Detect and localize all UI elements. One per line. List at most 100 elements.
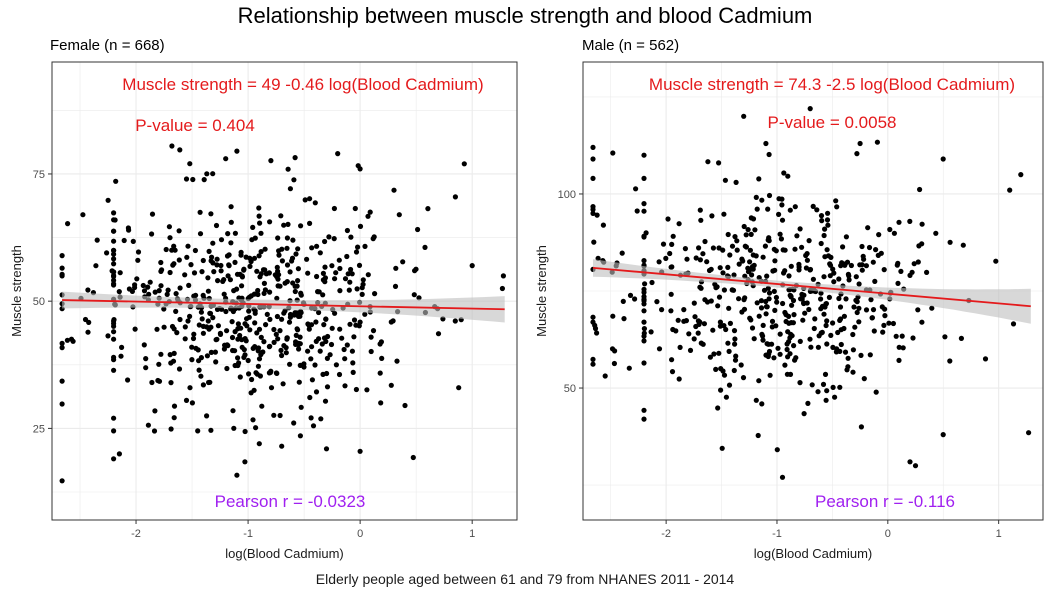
data-point (732, 357, 739, 363)
data-point (717, 319, 724, 325)
data-point (283, 350, 289, 356)
data-point (797, 338, 803, 344)
data-point (198, 373, 204, 379)
data-point (213, 359, 219, 365)
data-point (745, 265, 751, 271)
data-point (184, 254, 190, 260)
data-point (641, 416, 647, 422)
data-point (158, 259, 164, 266)
data-point (836, 295, 842, 302)
data-point (254, 330, 260, 336)
data-point (309, 344, 315, 350)
data-point (210, 260, 216, 266)
data-point (828, 332, 834, 338)
data-point (669, 357, 675, 363)
data-point (890, 320, 897, 327)
data-point (764, 304, 770, 310)
data-point (779, 202, 785, 208)
data-point (851, 304, 857, 310)
data-point (206, 248, 212, 254)
data-point (822, 226, 828, 232)
data-point (684, 256, 690, 262)
data-point (696, 245, 702, 251)
data-point (236, 360, 242, 366)
data-point (837, 304, 844, 310)
data-point (59, 253, 65, 259)
data-point (256, 253, 262, 259)
y-tick-label: 50 (564, 383, 576, 395)
data-point (815, 344, 822, 350)
data-point (253, 425, 259, 431)
data-point (329, 263, 335, 269)
data-point (213, 222, 220, 229)
data-point (907, 218, 913, 224)
data-point (111, 320, 117, 327)
data-point (799, 244, 805, 250)
data-point (290, 280, 296, 286)
data-point (641, 338, 647, 344)
data-point (958, 335, 965, 341)
data-point (821, 274, 827, 280)
data-point (452, 318, 458, 324)
data-point (919, 319, 925, 325)
data-point (276, 248, 282, 254)
data-point (641, 407, 647, 413)
data-point (111, 273, 117, 280)
data-point (154, 326, 160, 332)
data-point (143, 365, 149, 371)
data-point (713, 285, 719, 291)
data-point (168, 360, 174, 366)
data-point (720, 270, 726, 276)
data-point (342, 383, 348, 389)
data-point (235, 355, 241, 361)
data-point (319, 341, 325, 347)
data-point (740, 258, 746, 264)
data-point (322, 275, 328, 281)
data-point (275, 235, 281, 241)
data-point (277, 328, 283, 334)
data-point (287, 311, 294, 318)
data-point (706, 267, 713, 274)
data-point (691, 336, 697, 342)
data-point (818, 240, 824, 247)
data-point (820, 381, 827, 387)
data-point (256, 441, 262, 447)
data-point (227, 277, 233, 283)
data-point (298, 223, 304, 229)
data-point (915, 259, 921, 265)
data-point (845, 355, 851, 361)
data-point (208, 349, 214, 355)
data-point (982, 356, 989, 362)
data-point (337, 265, 343, 272)
data-point (242, 352, 248, 358)
data-point (307, 394, 313, 401)
data-point (854, 151, 860, 157)
data-point (377, 341, 383, 347)
data-point (352, 205, 358, 212)
data-point (208, 211, 214, 217)
data-point (346, 287, 352, 293)
chart-caption: Elderly people aged between 61 and 79 fr… (315, 571, 735, 587)
data-point (856, 281, 862, 287)
data-point (776, 211, 782, 217)
data-point (823, 397, 829, 403)
data-point (729, 287, 735, 293)
data-point (394, 358, 400, 364)
data-point (85, 287, 91, 293)
data-point (736, 261, 742, 267)
data-point (248, 390, 254, 396)
data-point (224, 328, 230, 334)
data-point (766, 192, 773, 199)
data-point (200, 330, 206, 336)
data-point (824, 388, 830, 394)
data-point (171, 403, 178, 409)
data-point (167, 235, 173, 241)
data-point (317, 250, 323, 256)
data-point (641, 319, 647, 325)
data-point (59, 265, 65, 271)
data-point (284, 279, 290, 285)
data-point (305, 270, 311, 276)
data-point (761, 287, 768, 293)
data-point (279, 258, 285, 264)
data-point (760, 333, 766, 339)
